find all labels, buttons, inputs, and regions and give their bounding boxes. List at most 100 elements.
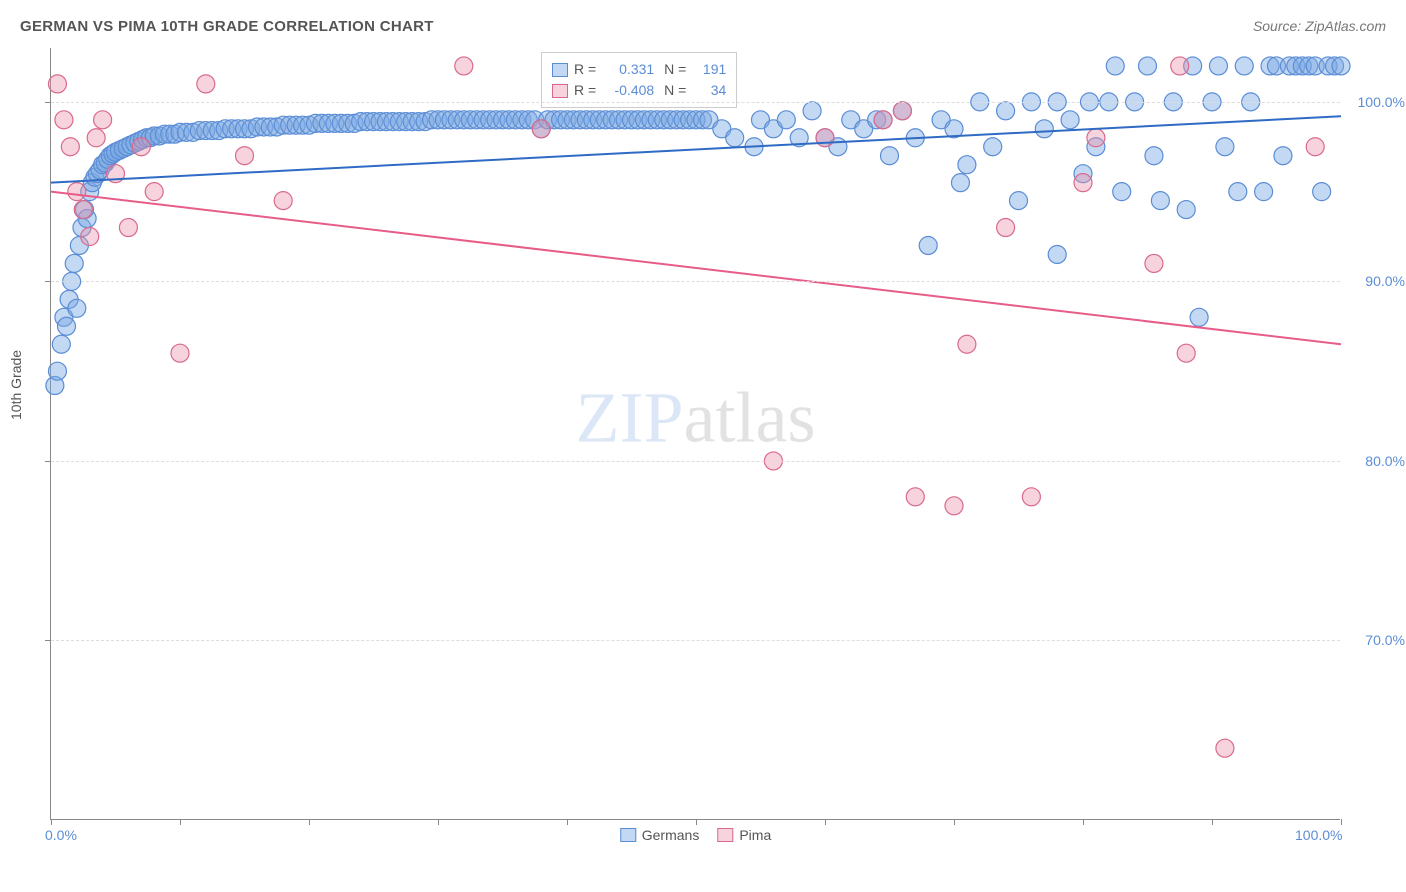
scatter-point (57, 317, 75, 335)
x-tick (825, 819, 826, 825)
source-text: Source: ZipAtlas.com (1253, 18, 1386, 34)
scatter-point (1190, 308, 1208, 326)
legend-r-label: R = (574, 59, 596, 80)
y-axis-label: 10th Grade (8, 350, 24, 420)
scatter-point (1139, 57, 1157, 75)
scatter-point (893, 102, 911, 120)
legend-n-label: N = (660, 80, 686, 101)
scatter-point (1332, 57, 1350, 75)
scatter-point (726, 129, 744, 147)
scatter-point (48, 75, 66, 93)
scatter-point (1151, 192, 1169, 210)
x-tick (567, 819, 568, 825)
x-tick (438, 819, 439, 825)
scatter-point (55, 111, 73, 129)
scatter-point (1010, 192, 1028, 210)
legend-n-value: 34 (692, 80, 726, 101)
scatter-point (132, 138, 150, 156)
scatter-point (997, 102, 1015, 120)
legend-r-label: R = (574, 80, 596, 101)
scatter-point (1106, 57, 1124, 75)
scatter-svg (51, 48, 1340, 819)
scatter-point (1216, 138, 1234, 156)
y-tick (45, 281, 51, 282)
scatter-point (65, 254, 83, 272)
scatter-point (1087, 129, 1105, 147)
x-tick (1212, 819, 1213, 825)
scatter-point (455, 57, 473, 75)
scatter-point (274, 192, 292, 210)
x-tick (180, 819, 181, 825)
scatter-point (87, 129, 105, 147)
scatter-point (1171, 57, 1189, 75)
scatter-point (1074, 174, 1092, 192)
scatter-point (874, 111, 892, 129)
plot-area: ZIPatlas R = 0.331 N = 191 R = -0.408 N … (50, 48, 1340, 820)
scatter-point (1235, 57, 1253, 75)
scatter-point (145, 183, 163, 201)
scatter-point (984, 138, 1002, 156)
scatter-point (997, 219, 1015, 237)
legend-label: Pima (739, 827, 771, 843)
stats-legend: R = 0.331 N = 191 R = -0.408 N = 34 (541, 52, 737, 108)
scatter-point (1216, 739, 1234, 757)
scatter-point (68, 299, 86, 317)
legend-swatch (552, 84, 568, 98)
scatter-point (1274, 147, 1292, 165)
scatter-point (1048, 245, 1066, 263)
series-legend: Germans Pima (620, 827, 771, 843)
scatter-point (1313, 183, 1331, 201)
x-tick (1341, 819, 1342, 825)
legend-swatch (620, 828, 636, 842)
scatter-point (1255, 183, 1273, 201)
y-tick-label: 80.0% (1365, 453, 1405, 469)
scatter-point (1035, 120, 1053, 138)
scatter-point (803, 102, 821, 120)
chart-container: GERMAN VS PIMA 10TH GRADE CORRELATION CH… (0, 0, 1406, 892)
stats-legend-row: R = 0.331 N = 191 (552, 59, 726, 80)
gridline-h (51, 281, 1340, 282)
scatter-point (1177, 201, 1195, 219)
scatter-point (74, 201, 92, 219)
stats-legend-row: R = -0.408 N = 34 (552, 80, 726, 101)
x-tick (954, 819, 955, 825)
scatter-point (919, 236, 937, 254)
scatter-point (881, 147, 899, 165)
scatter-point (958, 335, 976, 353)
y-tick (45, 102, 51, 103)
x-tick-label: 100.0% (1295, 827, 1342, 843)
x-tick (51, 819, 52, 825)
legend-n-label: N = (660, 59, 686, 80)
x-tick (309, 819, 310, 825)
legend-label: Germans (642, 827, 700, 843)
scatter-point (945, 497, 963, 515)
scatter-point (52, 335, 70, 353)
scatter-point (119, 219, 137, 237)
gridline-h (51, 461, 1340, 462)
scatter-point (1306, 138, 1324, 156)
y-tick-label: 70.0% (1365, 632, 1405, 648)
scatter-point (951, 174, 969, 192)
scatter-point (197, 75, 215, 93)
scatter-point (958, 156, 976, 174)
legend-n-value: 191 (692, 59, 726, 80)
gridline-h (51, 640, 1340, 641)
legend-r-value: -0.408 (602, 80, 654, 101)
scatter-point (48, 362, 66, 380)
y-tick-label: 90.0% (1365, 273, 1405, 289)
scatter-point (81, 228, 99, 246)
scatter-point (68, 183, 86, 201)
scatter-point (61, 138, 79, 156)
legend-item: Pima (717, 827, 771, 843)
gridline-h (51, 102, 1340, 103)
legend-item: Germans (620, 827, 700, 843)
legend-r-value: 0.331 (602, 59, 654, 80)
scatter-point (94, 111, 112, 129)
scatter-point (236, 147, 254, 165)
scatter-point (1022, 488, 1040, 506)
y-tick (45, 640, 51, 641)
x-tick (696, 819, 697, 825)
scatter-point (1145, 254, 1163, 272)
scatter-point (777, 111, 795, 129)
scatter-point (1177, 344, 1195, 362)
